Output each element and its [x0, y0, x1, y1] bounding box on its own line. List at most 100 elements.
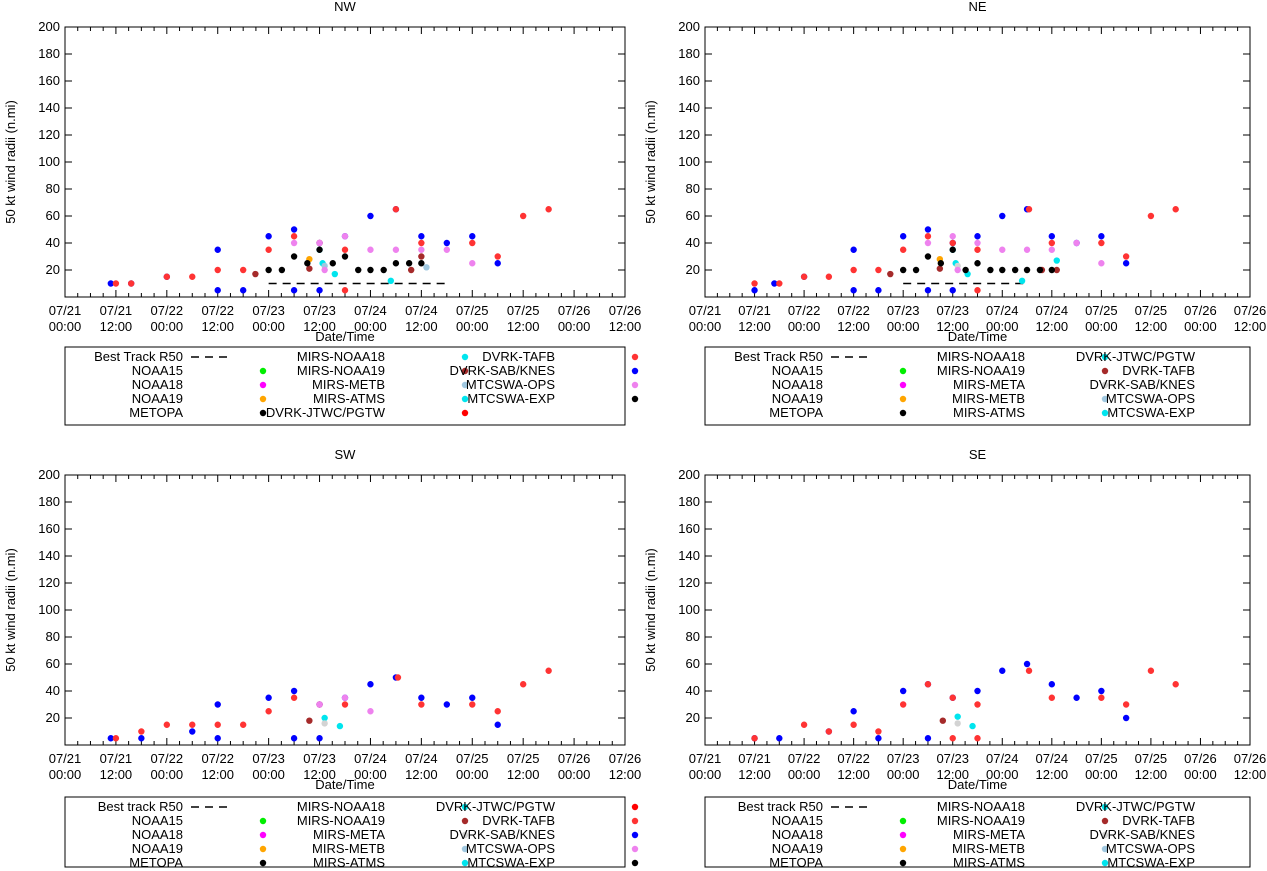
legend-marker — [461, 353, 469, 361]
point-dvrk-sab-knes — [214, 246, 221, 253]
x-tick-label-time: 12:00 — [303, 767, 336, 782]
point-dvrk-tafb — [239, 266, 247, 274]
point-mirs-noaa19 — [1053, 266, 1060, 274]
x-tick-label-date: 07/25 — [507, 303, 540, 318]
point-dvrk-tafb — [1025, 667, 1033, 674]
point-dvrk-sab-knes — [776, 735, 783, 742]
point-mtcswa-ops — [949, 233, 956, 240]
point-mtcswa-exp — [405, 260, 413, 267]
point-dvrk-tafb — [899, 246, 907, 253]
legend-marker — [1101, 803, 1109, 811]
legend-marker — [259, 409, 267, 417]
y-tick-label: 160 — [38, 73, 60, 88]
point-dvrk-sab-knes — [418, 694, 425, 701]
y-tick-label: 180 — [678, 46, 700, 61]
y-axis-label: 50 kt wind radii (n.mi) — [3, 548, 18, 672]
point-dvrk-tafb — [1122, 701, 1130, 708]
x-axis-label: Date/Time — [948, 777, 1007, 792]
point-dvrk-tafb — [825, 273, 833, 280]
point-mirs-noaa19 — [252, 270, 259, 278]
point-dvrk-tafb — [290, 233, 298, 240]
x-tick-label-date: 07/25 — [456, 303, 489, 318]
point-dvrk-sab-knes — [999, 667, 1006, 674]
point-dvrk-sab-knes — [924, 287, 932, 294]
x-tick-label-time: 12:00 — [609, 767, 642, 782]
x-tick-label-date: 07/25 — [456, 751, 489, 766]
point-mtcswa-ops — [367, 708, 374, 715]
x-tick-label-date: 07/24 — [986, 751, 1019, 766]
legend-marker — [631, 803, 639, 811]
legend-label: MIRS-META — [953, 377, 1025, 392]
point-dvrk-tafb — [800, 721, 808, 728]
point-mtcswa-exp — [987, 266, 994, 274]
y-tick-label: 200 — [678, 19, 700, 34]
point-mirs-noaa18 — [387, 277, 395, 284]
legend-marker — [631, 395, 639, 403]
point-mtcswa-exp — [962, 266, 969, 274]
legend-label: DVRK-SAB/KNES — [450, 363, 556, 378]
x-tick-label-time: 12:00 — [936, 319, 969, 334]
y-tick-label: 80 — [686, 181, 700, 196]
legend-marker — [259, 367, 267, 375]
x-tick-label-date: 07/26 — [558, 751, 591, 766]
y-tick-label: 20 — [686, 710, 700, 725]
point-dvrk-sab-knes — [1048, 681, 1056, 688]
chart-title: NE — [968, 0, 986, 14]
x-tick-label-date: 07/21 — [49, 751, 82, 766]
chart-panel-nw: NW2040608010012014016018020007/2100:0007… — [3, 0, 642, 426]
point-mtcswa-exp — [380, 266, 387, 274]
point-dvrk-tafb — [112, 280, 120, 287]
legend-label: MIRS-NOAA18 — [937, 349, 1025, 364]
point-mirs-noaa18 — [954, 713, 961, 720]
x-tick-label-time: 00:00 — [558, 319, 591, 334]
x-tick-label-date: 07/26 — [609, 303, 642, 318]
legend-label: MIRS-METB — [952, 391, 1025, 406]
x-tick-label-time: 00:00 — [252, 767, 285, 782]
point-dvrk-sab-knes — [494, 260, 501, 267]
point-dvrk-tafb — [875, 728, 882, 735]
legend-marker — [259, 845, 267, 853]
x-tick-label-date: 07/26 — [1184, 303, 1217, 318]
legend-label: MIRS-METB — [952, 841, 1025, 856]
point-dvrk-tafb — [418, 701, 425, 708]
legend-box — [704, 796, 1251, 868]
point-mirs-noaa19 — [306, 265, 313, 272]
point-dvrk-sab-knes — [974, 687, 981, 695]
point-dvrk-tafb — [239, 721, 247, 728]
legend-box — [704, 346, 1251, 426]
legend-marker — [631, 859, 639, 867]
x-tick-label-time: 00:00 — [456, 767, 489, 782]
point-mtcswa-exp — [304, 260, 311, 267]
legend-label: DVRK-JTWC/PGTW — [1076, 349, 1196, 364]
legend-marker — [899, 831, 907, 839]
point-mtcswa-ops — [1048, 246, 1056, 253]
legend-label: DVRK-TAFB — [482, 349, 555, 364]
point-dvrk-sab-knes — [265, 694, 272, 701]
point-mtcswa-exp — [899, 266, 907, 274]
y-tick-label: 140 — [678, 548, 700, 563]
x-tick-label-time: 00:00 — [1085, 319, 1118, 334]
legend-marker — [1101, 817, 1109, 825]
y-tick-label: 60 — [686, 656, 700, 671]
point-mirs-noaa19 — [887, 270, 894, 278]
point-dvrk-sab-knes — [899, 687, 907, 695]
x-tick-label-date: 07/25 — [1085, 303, 1118, 318]
legend-label: MIRS-METB — [312, 377, 385, 392]
point-dvrk-tafb — [418, 239, 425, 247]
point-mtcswa-ops — [1073, 239, 1080, 247]
x-tick-label-time: 00:00 — [788, 319, 821, 334]
x-tick-label-time: 12:00 — [738, 319, 771, 334]
x-tick-label-time: 00:00 — [887, 319, 920, 334]
y-tick-label: 100 — [678, 154, 700, 169]
x-axis-label: Date/Time — [315, 329, 374, 344]
legend-marker — [899, 381, 907, 389]
x-tick-label-date: 07/26 — [1234, 303, 1267, 318]
point-dvrk-tafb — [1098, 694, 1105, 701]
legend-label: NOAA15 — [132, 363, 183, 378]
x-tick-label-date: 07/25 — [1135, 303, 1168, 318]
point-dvrk-sab-knes — [924, 735, 932, 742]
x-tick-label-date: 07/23 — [936, 303, 969, 318]
legend-label: MIRS-META — [953, 827, 1025, 842]
y-tick-label: 160 — [38, 521, 60, 536]
legend-label: DVRK-JTWC/PGTW — [1076, 799, 1196, 814]
